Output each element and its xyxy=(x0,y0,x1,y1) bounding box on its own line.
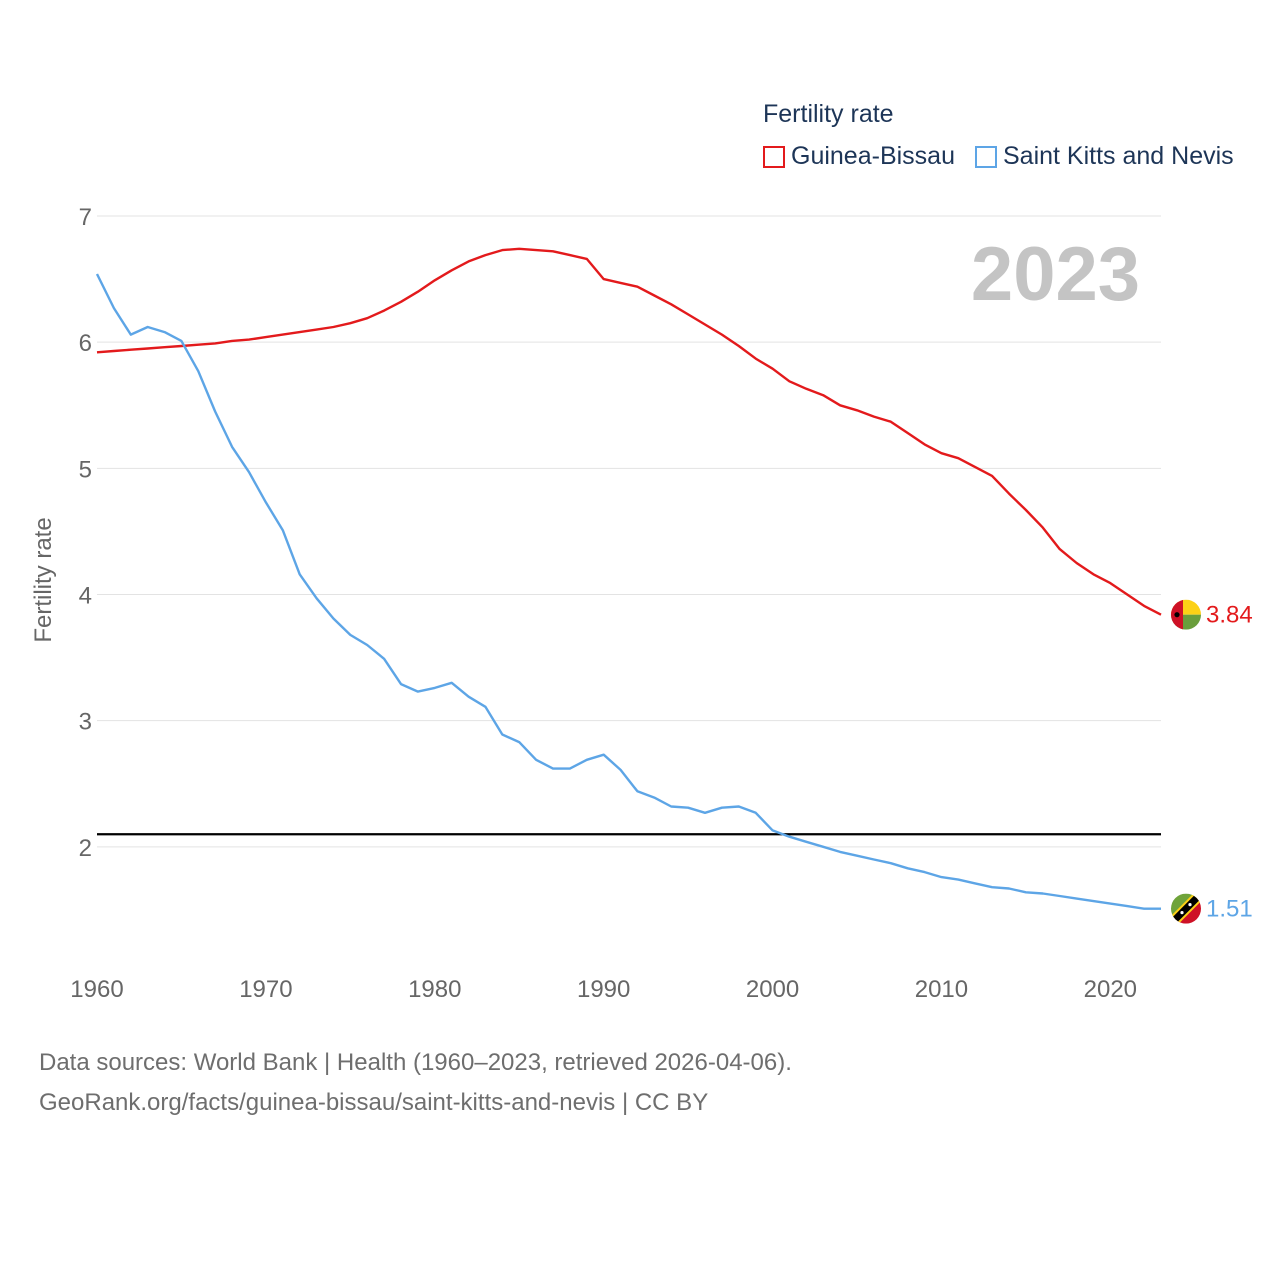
footer-line-url[interactable]: GeoRank.org/facts/guinea-bissau/saint-ki… xyxy=(39,1089,709,1116)
y-axis-title: Fertility rate xyxy=(30,517,57,642)
legend-item-guinea-bissau[interactable]: Guinea-Bissau xyxy=(763,142,955,171)
y-tick-label: 5 xyxy=(79,456,92,483)
y-tick-label: 3 xyxy=(79,709,92,736)
flag-saint-kitts-and-nevis-icon xyxy=(1171,893,1201,924)
current-year-label: 2023 xyxy=(971,232,1140,317)
end-label-guinea-bissau: 3.84 xyxy=(1206,602,1253,629)
y-tick-label: 4 xyxy=(79,583,92,610)
flag-guinea-bissau-icon xyxy=(1171,599,1201,630)
legend-label-saint-kitts-and-nevis: Saint Kitts and Nevis xyxy=(1002,142,1234,170)
y-tick-label: 7 xyxy=(79,204,92,231)
legend-title: Fertility rate xyxy=(763,100,894,128)
legend-swatch-guinea-bissau xyxy=(763,145,785,168)
flag-star xyxy=(1174,612,1180,618)
series-line-guinea-bissau xyxy=(96,247,1162,616)
x-tick-label: 1970 xyxy=(239,976,292,1003)
flag-star xyxy=(1180,911,1184,915)
legend: Guinea-Bissau Saint Kitts and Nevis xyxy=(763,142,1254,171)
x-tick-label: 2000 xyxy=(746,976,799,1003)
y-tick-label: 6 xyxy=(79,330,92,357)
y-tick-label: 2 xyxy=(79,835,92,862)
footer-line-sources: Data sources: World Bank | Health (1960–… xyxy=(39,1049,792,1076)
x-tick-label: 1980 xyxy=(408,976,461,1003)
flag-star xyxy=(1188,903,1192,907)
series-line-saint-kitts-and-nevis xyxy=(95,273,1161,910)
legend-item-saint-kitts-and-nevis[interactable]: Saint Kitts and Nevis xyxy=(974,142,1234,171)
footer-sources: Data sources: World Bank | Health (1960–… xyxy=(39,1043,792,1123)
legend-label-guinea-bissau: Guinea-Bissau xyxy=(791,142,955,170)
x-tick-label: 2020 xyxy=(1084,976,1137,1003)
x-tick-label: 1960 xyxy=(70,976,123,1003)
end-label-saint-kitts-and-nevis: 1.51 xyxy=(1206,896,1253,923)
x-tick-label: 2010 xyxy=(915,976,968,1003)
x-tick-label: 1990 xyxy=(577,976,630,1003)
legend-swatch-saint-kitts-and-nevis xyxy=(974,145,997,168)
flag-band-black xyxy=(1171,893,1201,924)
